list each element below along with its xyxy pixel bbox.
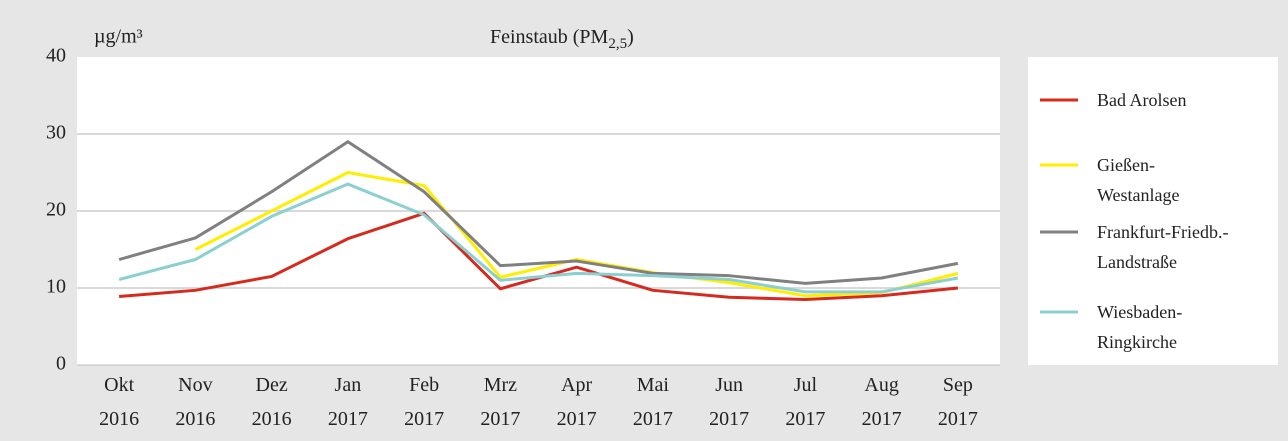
- chart-title: Feinstaub (PM2,5): [490, 26, 634, 53]
- legend-box: [1028, 57, 1278, 365]
- y-tick-label: 10: [46, 276, 66, 298]
- x-tick-label: Okt 2016: [99, 374, 140, 430]
- y-axis-label: µg/m³: [94, 26, 143, 48]
- x-tick-label: Aug 2017: [861, 374, 902, 430]
- legend-label: Wiesbaden-Ringkirche: [1097, 302, 1183, 352]
- series-line: [194, 171, 959, 298]
- legend-label: Gießen-Westanlage: [1097, 155, 1180, 205]
- y-tick-label: 30: [46, 122, 66, 144]
- x-tick-label: Feb 2017: [404, 374, 445, 430]
- x-tick-label: Nov 2016: [175, 374, 216, 430]
- x-tick-label: Jun 2017: [709, 374, 750, 430]
- x-tick-label: Sep 2017: [937, 374, 978, 430]
- x-tick-label: Mai 2017: [632, 374, 673, 430]
- x-tick-label: Mrz 2017: [480, 374, 521, 430]
- x-tick-label: Jan 2017: [327, 374, 368, 430]
- legend-label: Frankfurt-Friedb.-Landstraße: [1097, 222, 1229, 272]
- y-tick-label: 20: [46, 199, 66, 221]
- series-line: [118, 140, 959, 285]
- y-tick-label: 40: [46, 45, 66, 67]
- x-tick-label: Jul 2017: [785, 374, 826, 430]
- legend-label: Bad Arolsen: [1097, 90, 1187, 110]
- x-tick-label: Apr 2017: [556, 374, 597, 430]
- y-tick-label: 0: [56, 353, 66, 375]
- x-tick-label: Dez 2016: [251, 374, 292, 430]
- series-line: [118, 182, 959, 294]
